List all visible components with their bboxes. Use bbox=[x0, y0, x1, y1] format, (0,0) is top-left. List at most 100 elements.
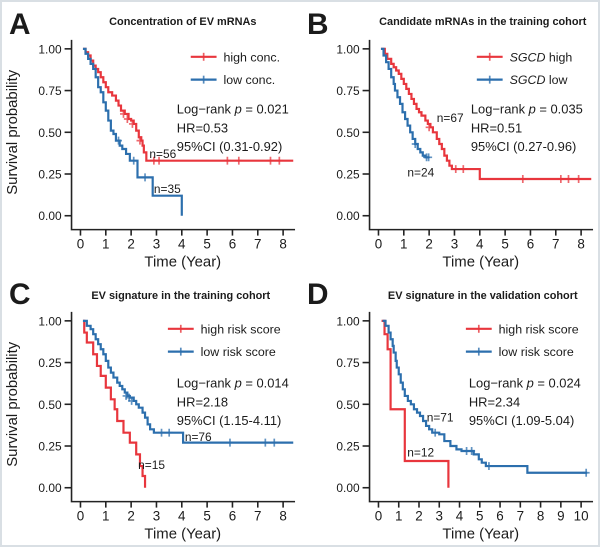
y-axis-title: Survival probability bbox=[5, 341, 21, 467]
svg-text:8: 8 bbox=[279, 508, 286, 523]
censor-mark bbox=[123, 115, 131, 123]
legend-label: low risk score bbox=[201, 345, 276, 359]
panel-letter: D bbox=[307, 277, 329, 310]
svg-text:4: 4 bbox=[456, 508, 464, 523]
censor-mark bbox=[136, 136, 144, 145]
km-curve bbox=[380, 47, 430, 159]
stats-line: HR=2.34 bbox=[469, 394, 520, 409]
svg-text:2: 2 bbox=[425, 237, 432, 252]
legend-entry: high risk score bbox=[167, 322, 281, 336]
svg-text:5: 5 bbox=[203, 237, 210, 252]
svg-text:7: 7 bbox=[517, 508, 524, 523]
censor-mark bbox=[141, 173, 149, 182]
svg-text:1: 1 bbox=[102, 237, 109, 252]
stats-line: HR=0.53 bbox=[177, 120, 228, 135]
censor-mark bbox=[120, 109, 127, 118]
svg-text:3: 3 bbox=[153, 508, 160, 523]
svg-text:1.00: 1.00 bbox=[38, 42, 62, 56]
censor-mark bbox=[235, 156, 243, 165]
n-label: n=35 bbox=[154, 182, 181, 196]
panel-letter: A bbox=[9, 8, 31, 41]
censor-mark bbox=[468, 446, 476, 455]
censor-mark bbox=[158, 428, 166, 437]
svg-text:0.75: 0.75 bbox=[336, 356, 360, 370]
svg-text:3: 3 bbox=[436, 508, 443, 523]
svg-text:1: 1 bbox=[400, 237, 407, 252]
svg-text:10: 10 bbox=[574, 508, 589, 523]
censor-mark bbox=[557, 175, 565, 183]
censor-mark bbox=[261, 438, 269, 447]
svg-text:6: 6 bbox=[229, 237, 236, 252]
censor-mark bbox=[270, 438, 278, 447]
stats-line: 95%CI (0.27-0.96) bbox=[471, 139, 576, 154]
svg-text:7: 7 bbox=[254, 237, 261, 252]
svg-text:5: 5 bbox=[476, 508, 483, 523]
svg-text:5: 5 bbox=[203, 508, 210, 523]
svg-text:4: 4 bbox=[476, 237, 484, 252]
axes bbox=[362, 39, 594, 236]
km-curve bbox=[82, 319, 147, 488]
legend-label: SGCD low bbox=[510, 73, 568, 87]
legend-label: high risk score bbox=[499, 322, 579, 336]
svg-text:6: 6 bbox=[527, 237, 534, 252]
svg-text:4: 4 bbox=[178, 508, 186, 523]
x-axis-title: Time (Year) bbox=[442, 526, 519, 542]
svg-text:0.50: 0.50 bbox=[38, 126, 62, 140]
km-chart-d: D EV signature in the validation cohort … bbox=[307, 277, 594, 542]
svg-text:1.00: 1.00 bbox=[336, 314, 360, 328]
axes bbox=[362, 311, 594, 508]
legend-entry: low risk score bbox=[167, 345, 276, 359]
plot-area: 0.00 0.25 0.50 0.25 1.00 0 1 2 3 4 5 6 7 8 Time (Year)… bbox=[5, 311, 296, 542]
svg-text:0.00: 0.00 bbox=[38, 481, 62, 495]
chart-title: Concentration of EV mRNAs bbox=[109, 16, 256, 28]
censor-mark bbox=[582, 468, 590, 477]
logrank-text: Log−rank p = 0.021 bbox=[177, 101, 289, 116]
svg-text:3: 3 bbox=[451, 237, 458, 252]
legend-label: SGCD high bbox=[510, 50, 573, 64]
svg-text:0.25: 0.25 bbox=[38, 167, 62, 181]
plot-area: 0.00 0.25 0.50 0.75 1.00 0 1 2 3 4 5 6 7 8 Time (Year)… bbox=[336, 39, 594, 270]
svg-text:6: 6 bbox=[496, 508, 503, 523]
censor-mark bbox=[130, 156, 138, 165]
y-tick-labels: 0.00 0.25 0.50 0.75 1.00 bbox=[336, 42, 360, 223]
stats-line: 95%CI (1.15-4.11) bbox=[177, 413, 282, 428]
censor-mark bbox=[165, 428, 173, 437]
km-curve bbox=[380, 47, 592, 181]
censor-mark bbox=[275, 156, 283, 165]
km-curve bbox=[82, 319, 294, 444]
logrank-text: Log−rank p = 0.014 bbox=[177, 375, 289, 390]
km-curve bbox=[381, 319, 450, 488]
plot-area: 0.00 0.25 0.50 0.75 1.00 0 1 2 3 4 5 6 7 8 Time (Year)… bbox=[5, 39, 296, 270]
stats-line: 95%CI (1.09-5.04) bbox=[469, 413, 574, 428]
logrank-text: Log−rank p = 0.035 bbox=[471, 101, 583, 116]
plot-area: 0.00 0.25 0.50 0.75 1.00 0 1 2 3 4 5 6 7 8 9 10 Time (Ye… bbox=[336, 311, 594, 542]
legend-entry: SGCD low bbox=[476, 73, 568, 87]
x-tick-labels: 0 1 2 3 4 5 6 7 8 bbox=[77, 237, 287, 252]
svg-text:8: 8 bbox=[279, 237, 286, 252]
svg-text:9: 9 bbox=[557, 508, 564, 523]
legend-label: low conc. bbox=[224, 73, 276, 87]
x-tick-labels: 0 1 2 3 4 5 6 7 8 bbox=[375, 237, 585, 252]
censor-mark bbox=[485, 461, 493, 470]
n-label: n=71 bbox=[427, 410, 454, 424]
censor-mark bbox=[155, 156, 163, 165]
svg-text:7: 7 bbox=[552, 237, 559, 252]
svg-text:0.50: 0.50 bbox=[38, 397, 62, 411]
censor-mark bbox=[425, 153, 433, 162]
censor-mark bbox=[431, 428, 439, 437]
chart-title: Candidate mRNAs in the training cohort bbox=[379, 16, 587, 28]
svg-text:1: 1 bbox=[395, 508, 402, 523]
x-axis-title: Time (Year) bbox=[144, 254, 221, 270]
censor-mark bbox=[128, 119, 136, 128]
svg-text:8: 8 bbox=[537, 508, 544, 523]
legend-label: high risk score bbox=[201, 322, 281, 336]
censor-mark bbox=[575, 175, 583, 183]
svg-text:0.00: 0.00 bbox=[336, 481, 360, 495]
legend-entry: SGCD high bbox=[476, 50, 573, 64]
y-axis-title: Survival probability bbox=[5, 69, 21, 195]
censor-mark bbox=[565, 175, 572, 183]
svg-text:3: 3 bbox=[153, 237, 160, 252]
svg-text:1: 1 bbox=[102, 508, 109, 523]
svg-text:6: 6 bbox=[229, 508, 236, 523]
